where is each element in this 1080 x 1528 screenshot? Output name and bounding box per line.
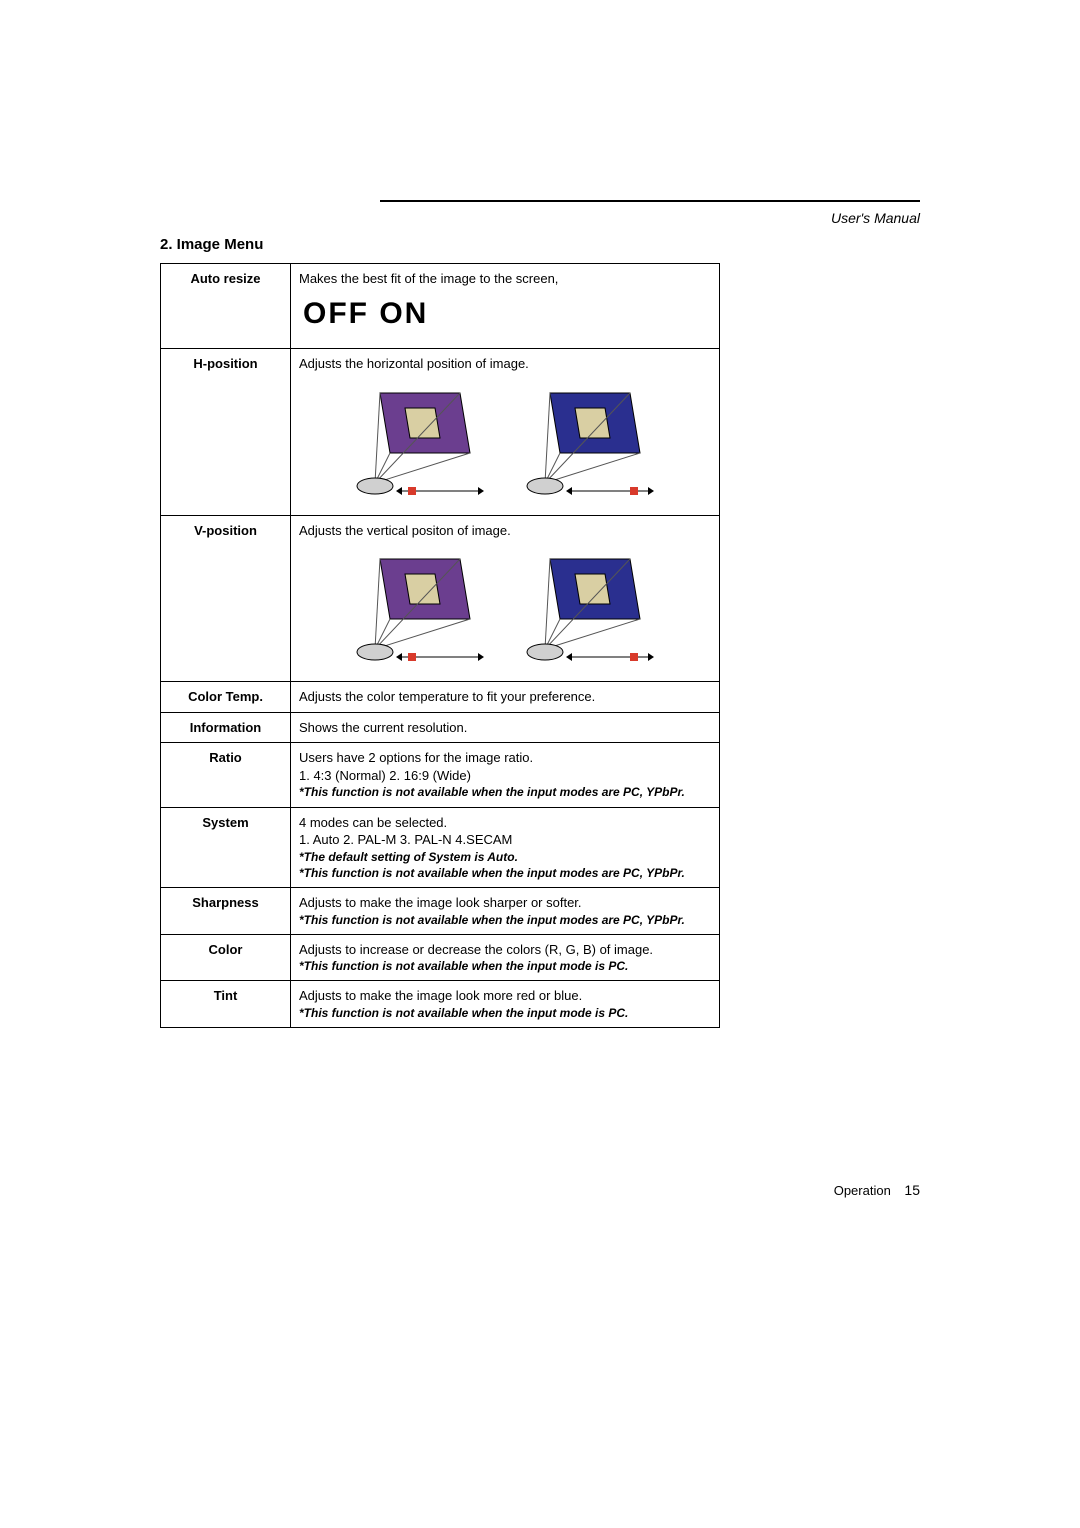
row-h-position-desc: Adjusts the horizontal position of image…: [291, 349, 720, 516]
row-sharpness-desc: Adjusts to make the image look sharper o…: [291, 887, 720, 934]
page: User's Manual 2. Image Menu Auto resize …: [0, 0, 1080, 1528]
row-tint-label: Tint: [161, 981, 291, 1028]
header-label: User's Manual: [160, 210, 920, 226]
auto-resize-text: Makes the best fit of the image to the s…: [299, 270, 711, 288]
color-note: *This function is not available when the…: [299, 958, 711, 974]
row-ratio-label: Ratio: [161, 743, 291, 807]
row-color-temp-desc: Adjusts the color temperature to fit you…: [291, 682, 720, 713]
system-line1: 4 modes can be selected.: [299, 814, 711, 832]
system-line2: 1. Auto 2. PAL-M 3. PAL-N 4.SECAM: [299, 831, 711, 849]
footer: Operation 15: [834, 1182, 920, 1198]
row-sharpness-label: Sharpness: [161, 887, 291, 934]
row-auto-resize-desc: Makes the best fit of the image to the s…: [291, 264, 720, 349]
row-information-desc: Shows the current resolution.: [291, 712, 720, 743]
row-auto-resize-label: Auto resize: [161, 264, 291, 349]
color-line1: Adjusts to increase or decrease the colo…: [299, 941, 711, 959]
v-position-diagram: [299, 539, 711, 675]
ratio-note: *This function is not available when the…: [299, 784, 711, 800]
h-position-diagram: [299, 373, 711, 509]
tint-line1: Adjusts to make the image look more red …: [299, 987, 711, 1005]
sharpness-line1: Adjusts to make the image look sharper o…: [299, 894, 711, 912]
row-color-desc: Adjusts to increase or decrease the colo…: [291, 934, 720, 981]
v-position-text: Adjusts the vertical positon of image.: [299, 522, 711, 540]
row-color-temp-label: Color Temp.: [161, 682, 291, 713]
row-h-position-label: H-position: [161, 349, 291, 516]
row-information-label: Information: [161, 712, 291, 743]
section-title: 2. Image Menu: [160, 236, 920, 253]
header-rule-wrap: [160, 200, 920, 206]
header-rule: [380, 200, 920, 202]
h-pos-right-icon: [520, 383, 660, 503]
image-menu-table: Auto resize Makes the best fit of the im…: [160, 263, 720, 1028]
page-number: 15: [904, 1182, 920, 1198]
system-note1: *The default setting of System is Auto.: [299, 849, 711, 865]
row-system-label: System: [161, 807, 291, 887]
row-v-position-desc: Adjusts the vertical positon of image.: [291, 515, 720, 682]
off-on-toggle: OFF ON: [299, 288, 711, 343]
v-pos-left-icon: [350, 549, 490, 669]
sharpness-note: *This function is not available when the…: [299, 912, 711, 928]
h-position-text: Adjusts the horizontal position of image…: [299, 355, 711, 373]
system-note2: *This function is not available when the…: [299, 865, 711, 881]
tint-note: *This function is not available when the…: [299, 1005, 711, 1021]
row-color-label: Color: [161, 934, 291, 981]
ratio-line2: 1. 4:3 (Normal) 2. 16:9 (Wide): [299, 767, 711, 785]
h-pos-left-icon: [350, 383, 490, 503]
ratio-line1: Users have 2 options for the image ratio…: [299, 749, 711, 767]
row-ratio-desc: Users have 2 options for the image ratio…: [291, 743, 720, 807]
row-v-position-label: V-position: [161, 515, 291, 682]
footer-section: Operation: [834, 1183, 891, 1198]
row-system-desc: 4 modes can be selected. 1. Auto 2. PAL-…: [291, 807, 720, 887]
v-pos-right-icon: [520, 549, 660, 669]
row-tint-desc: Adjusts to make the image look more red …: [291, 981, 720, 1028]
